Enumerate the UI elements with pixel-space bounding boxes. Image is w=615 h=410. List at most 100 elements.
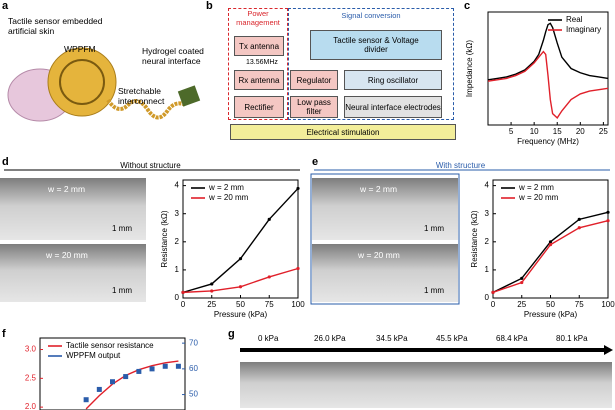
y-axis-label: Impedance (kΩ) [465,40,474,97]
x-tick-label: 25 [207,300,216,309]
annotation: Hydrogel coated neural interface [142,46,204,66]
panel-label: e [312,156,319,168]
chart-title: Without structure [120,161,181,170]
pressure-label: 0 kPa [258,334,279,343]
annotation: Tactile sensor embedded artificial skin [8,16,103,36]
marker [296,266,300,271]
panel-label: b [206,0,213,12]
marker [238,257,243,261]
series-line [182,267,299,294]
photo-frame [310,173,460,305]
marker [267,217,271,221]
marker [491,290,495,294]
marker [96,386,102,392]
marker [577,217,581,221]
diagram-node: Rx antenna [234,70,284,90]
y-tick-label: 2.5 [25,373,37,382]
diagram-node: Low pass filter [290,96,338,118]
series-line [487,22,609,81]
x-tick-label: 50 [546,300,555,309]
scale-bar: 1 mm [424,286,444,295]
panel-label: d [2,156,9,168]
y-tick-label: 0 [175,293,180,302]
marker [181,290,185,294]
y2-tick-label: 50 [189,390,198,399]
y-tick-label: 1 [175,265,180,274]
x-axis-label: Pressure (kPa) [214,310,268,319]
panel-label: f [2,328,6,340]
y-tick-label: 2 [175,237,180,246]
marker [606,219,610,223]
marker [136,368,142,374]
panel-label: g [228,328,235,340]
scale-bar: 1 mm [112,286,132,295]
photo [0,178,146,240]
legend-label: w = 20 mm [518,193,559,202]
y-tick-label: 2.0 [25,402,37,410]
y-tick-label: 0 [485,293,490,302]
y-tick-label: 4 [485,181,490,190]
annotation: Stretchable interconnect [118,86,165,106]
x-tick-label: 25 [599,127,608,136]
x-axis-label: Frequency (MHz) [517,137,579,146]
y-tick-label: 3 [485,209,490,218]
diagram-node: Tx antenna [234,36,284,56]
marker [149,366,155,372]
x-tick-label: 75 [575,300,584,309]
group-box: Power management [228,8,288,120]
antenna-coil [59,59,105,105]
marker [110,379,115,385]
scale-bar: 1 mm [424,224,444,233]
y-tick-label: 2 [485,237,490,246]
series-line [487,50,609,120]
marker [123,374,129,380]
marker [520,276,524,280]
marker [210,282,214,286]
marker [577,226,581,230]
marker [238,285,243,289]
marker [175,363,181,369]
x-tick-label: 25 [517,300,526,309]
photo-label: w = 2 mm [360,184,398,194]
marker [548,240,553,244]
marker [162,363,168,369]
marker [548,243,553,247]
x-tick-label: 10 [530,127,539,136]
marker [267,275,271,279]
photo-label: w = 20 mm [46,250,88,260]
y-axis-label: Resistance (kΩ) [470,210,479,267]
group-box: Signal conversion [288,8,454,120]
series-line [85,360,179,410]
plot-frame [39,337,186,410]
legend-label: WPPFM output [66,351,121,360]
marker [83,397,89,403]
y2-tick-label: 60 [189,364,198,373]
series-line [492,220,609,294]
x-tick-label: 100 [291,300,305,309]
x-tick-label: 0 [181,300,186,309]
legend-label: w = 2 mm [208,183,244,192]
photo [312,178,458,240]
x-tick-label: 5 [509,127,514,136]
x-tick-label: 75 [265,300,274,309]
interconnect [106,98,187,120]
legend-label: Imaginary [566,25,601,34]
series-line [182,187,299,294]
pressure-label: 80.1 kPa [556,334,588,343]
legend-label: Real [566,15,583,24]
legend-label: w = 2 mm [518,183,554,192]
marker [606,210,610,214]
x-tick-label: 15 [553,127,562,136]
marker [296,186,300,191]
photo [312,244,458,302]
arrow-head [604,345,613,355]
pressure-label: 68.4 kPa [496,334,528,343]
wppfm-device [47,47,117,117]
diagram-node: Tactile sensor & Voltage divider [310,30,442,60]
y2-tick-label: 70 [189,338,198,347]
y-tick-label: 3 [175,209,180,218]
photo [240,362,612,408]
y-tick-label: 1 [485,265,490,274]
